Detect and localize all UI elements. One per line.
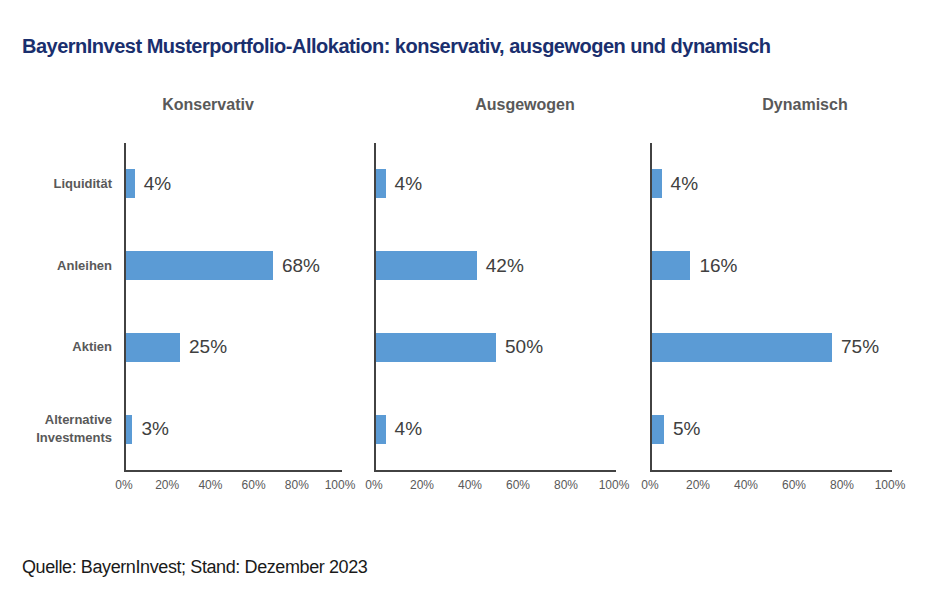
bar-row: 42% [376,225,616,307]
bar-value-label: 4% [144,173,171,195]
x-axis-tick-label: 0% [641,478,658,492]
bar-row: 4% [376,143,616,225]
x-axis-tick-label: 80% [554,478,578,492]
bar [126,251,273,280]
category-label: Anleihen [20,225,112,307]
bar [376,333,496,362]
bar [376,251,477,280]
x-axis-tick-label: 80% [830,478,854,492]
bar-value-label: 4% [395,173,422,195]
chart-title-konservativ: Konservativ [162,96,254,114]
bar-value-label: 75% [841,336,879,358]
bar [652,333,832,362]
bar-row: 4% [376,388,616,470]
bar-value-label: 68% [282,255,320,277]
bar-value-label: 5% [673,418,700,440]
bar-row: 4% [652,143,892,225]
bar-value-label: 25% [189,336,227,358]
bar-value-label: 4% [395,418,422,440]
bar [652,169,662,198]
bar [126,333,180,362]
bar-row: 16% [652,225,892,307]
bar-value-label: 42% [486,255,524,277]
x-axis-tick-label: 100% [599,478,630,492]
x-axis-ticks-konservativ: 0%20%40%60%80%100% [124,478,340,494]
bar-row: 5% [652,388,892,470]
bar-row: 75% [652,307,892,389]
chart-konservativ: Konservativ LiquiditätAnleihenAktienAlte… [20,90,350,530]
x-axis-tick-label: 0% [365,478,382,492]
bar-row: 68% [126,225,342,307]
x-axis-tick-label: 0% [115,478,132,492]
bar [652,415,664,444]
category-axis-labels: LiquiditätAnleihenAktienAlternative Inve… [20,143,112,470]
bar-value-label: 3% [141,418,168,440]
plot-area-ausgewogen: 4% 42% 50% 4% [374,143,616,472]
x-axis-tick-label: 40% [734,478,758,492]
chart-title-ausgewogen: Ausgewogen [475,96,575,114]
x-axis-tick-label: 100% [875,478,906,492]
x-axis-tick-label: 40% [198,478,222,492]
x-axis-tick-label: 20% [410,478,434,492]
bar [376,169,386,198]
bar-row: 50% [376,307,616,389]
x-axis-tick-label: 60% [506,478,530,492]
bar-row: 4% [126,143,342,225]
category-label: Alternative Investments [20,388,112,470]
bar [126,415,132,444]
bar [652,251,690,280]
page: BayernInvest Musterportfolio-Allokation:… [0,0,930,595]
chart-title-dynamisch: Dynamisch [762,96,847,114]
x-axis-ticks-ausgewogen: 0%20%40%60%80%100% [374,478,614,494]
bar-value-label: 16% [699,255,737,277]
x-axis-tick-label: 60% [782,478,806,492]
plot-area-dynamisch: 4% 16% 75% 5% [650,143,892,472]
page-title: BayernInvest Musterportfolio-Allokation:… [22,35,771,58]
source-note: Quelle: BayernInvest; Stand: Dezember 20… [22,557,367,578]
x-axis-tick-label: 80% [285,478,309,492]
bar-row: 25% [126,307,342,389]
category-label: Liquidität [20,143,112,225]
x-axis-tick-label: 40% [458,478,482,492]
x-axis-tick-label: 20% [155,478,179,492]
bar [126,169,135,198]
x-axis-tick-label: 60% [242,478,266,492]
chart-ausgewogen: Ausgewogen 4%42%50%4% 0%20%40%60%80%100% [350,90,622,530]
x-axis-ticks-dynamisch: 0%20%40%60%80%100% [650,478,890,494]
bar-value-label: 50% [505,336,543,358]
bar-value-label: 4% [671,173,698,195]
chart-dynamisch: Dynamisch 4%16%75%5% 0%20%40%60%80%100% [627,90,900,530]
bar-row: 3% [126,388,342,470]
category-label: Aktien [20,307,112,389]
bar [376,415,386,444]
x-axis-tick-label: 20% [686,478,710,492]
plot-area-konservativ: 4% 68% 25% 3% [124,143,342,472]
